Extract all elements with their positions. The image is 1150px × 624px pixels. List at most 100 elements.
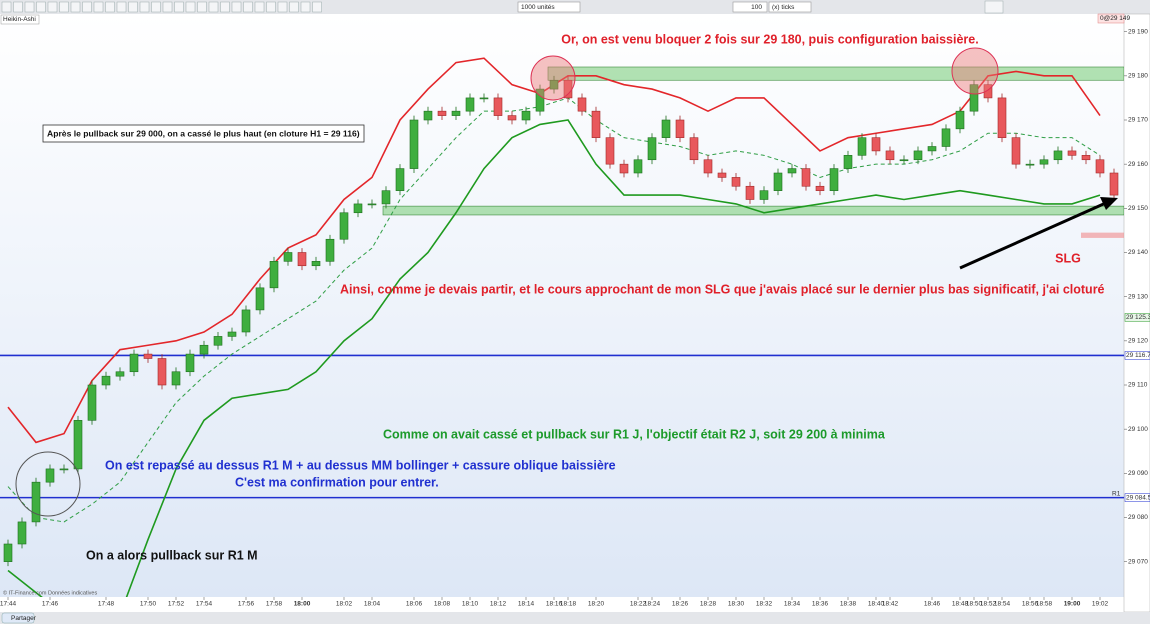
x-tick-label: 18:32: [756, 601, 773, 608]
candle-body: [745, 185, 755, 200]
x-tick-label: 18:40: [868, 601, 885, 608]
toolbar-icon[interactable]: [1, 1, 12, 13]
units-select[interactable]: [517, 1, 581, 13]
x-tick-label: 17:44: [0, 601, 17, 608]
toolbar-icon[interactable]: [312, 1, 322, 13]
toolbar-icons: [1, 0, 1004, 14]
ticks-input[interactable]: [732, 1, 768, 13]
toolbar-icon[interactable]: [300, 1, 311, 13]
candle-body: [143, 353, 153, 359]
toolbar-icon[interactable]: [70, 1, 81, 13]
toolbar-icon[interactable]: [139, 1, 150, 13]
bollinger-band: [7, 119, 1101, 597]
y-tick-label: 29 100: [1128, 426, 1148, 433]
overlay: Or, on est venu bloquer 2 fois sur 29 18…: [3, 32, 1118, 596]
candle-body: [1095, 159, 1105, 174]
toolbar-icon[interactable]: [93, 1, 104, 13]
instrument-box[interactable]: [0, 14, 40, 25]
candle-body: [199, 344, 209, 355]
highlight-circle: [15, 451, 81, 517]
candle-body: [185, 353, 195, 373]
price-marker: 29 125.3: [1126, 314, 1150, 321]
toolbar-icon[interactable]: [231, 1, 242, 13]
zone: [1081, 232, 1124, 238]
candle-body: [885, 150, 895, 161]
arrow-line: [959, 200, 1109, 270]
toolbar-icon[interactable]: [220, 1, 230, 13]
share-button[interactable]: [1, 612, 35, 624]
candle-body: [675, 119, 685, 138]
toolbar-icon[interactable]: [185, 1, 196, 13]
candle-body: [31, 481, 41, 523]
toolbar-icon[interactable]: [174, 1, 184, 13]
candle-body: [3, 543, 13, 562]
price-axis: [1123, 13, 1150, 613]
ticks-value: 100: [751, 4, 762, 11]
x-tick-label: 18:02: [336, 601, 353, 608]
candle-body: [787, 168, 797, 174]
candle-body: [381, 190, 391, 205]
candle-body: [983, 84, 993, 99]
candle-body: [311, 261, 321, 267]
toolbar-icon[interactable]: [36, 1, 46, 13]
candle-body: [325, 238, 335, 262]
candle-body: [255, 287, 265, 311]
candle-body: [129, 353, 139, 373]
x-tick-label: 18:34: [784, 601, 801, 608]
candle-body: [423, 110, 433, 121]
toolbar-icon[interactable]: [82, 1, 92, 13]
candle-body: [1025, 163, 1035, 166]
ticks-select[interactable]: [768, 1, 812, 13]
toolbar-icon[interactable]: [197, 1, 207, 13]
toolbar-icon[interactable]: [277, 1, 288, 13]
candle-body: [941, 128, 951, 147]
toolbar-icon[interactable]: [162, 1, 173, 13]
candle-body: [507, 115, 517, 121]
y-tick-label: 29 130: [1128, 293, 1148, 300]
toolbar-icon[interactable]: [47, 1, 58, 13]
toolbar-icon[interactable]: [13, 1, 23, 13]
annotation: Or, on est venu bloquer 2 fois sur 29 18…: [561, 32, 978, 46]
toolbar-icon[interactable]: [289, 1, 299, 13]
candle-body: [577, 97, 587, 112]
x-tick-label: 17:56: [238, 601, 255, 608]
candle-body: [731, 177, 741, 187]
last-price-box: [1097, 13, 1125, 24]
y-tick-label: 29 190: [1128, 28, 1148, 35]
candle-body: [87, 384, 97, 421]
candle-body: [73, 420, 83, 470]
y-tick-label: 29 080: [1128, 514, 1148, 521]
toolbar-icon[interactable]: [128, 1, 138, 13]
y-tick-label: 29 180: [1128, 73, 1148, 80]
x-tick-label: 18:08: [434, 601, 451, 608]
last-price: 0@29 149: [1100, 15, 1130, 22]
toolbar-icon[interactable]: [254, 1, 265, 13]
x-tick-label: 18:48: [952, 601, 969, 608]
x-tick-label: 18:00: [294, 601, 311, 608]
toolbar-icon[interactable]: [105, 1, 115, 13]
toolbar-icon[interactable]: [116, 1, 127, 13]
toolbar-icon[interactable]: [266, 1, 276, 13]
candle-body: [241, 309, 251, 333]
toolbar-icon[interactable]: [151, 1, 161, 13]
x-tick-label: 17:48: [98, 601, 115, 608]
toolbar-icon[interactable]: [24, 1, 35, 13]
candle-body: [339, 212, 349, 240]
candle-body: [353, 203, 363, 214]
toolbar-icon[interactable]: [59, 1, 69, 13]
x-tick-label: 18:30: [728, 601, 745, 608]
annotation: Comme on avait cassé et pullback sur R1 …: [383, 427, 886, 441]
level-label-box: [1124, 493, 1150, 502]
candle-body: [1053, 150, 1063, 161]
toolbar-icon[interactable]: [243, 1, 253, 13]
candle-body: [101, 375, 111, 386]
candle-body: [899, 159, 909, 162]
candle-body: [591, 110, 601, 138]
candle-body: [633, 159, 643, 174]
toolbar-icon[interactable]: [208, 1, 219, 13]
x-tick-label: 18:10: [462, 601, 479, 608]
candle-body: [549, 79, 559, 90]
toolbar-icon[interactable]: [984, 0, 1004, 14]
plot: [0, 57, 1124, 597]
